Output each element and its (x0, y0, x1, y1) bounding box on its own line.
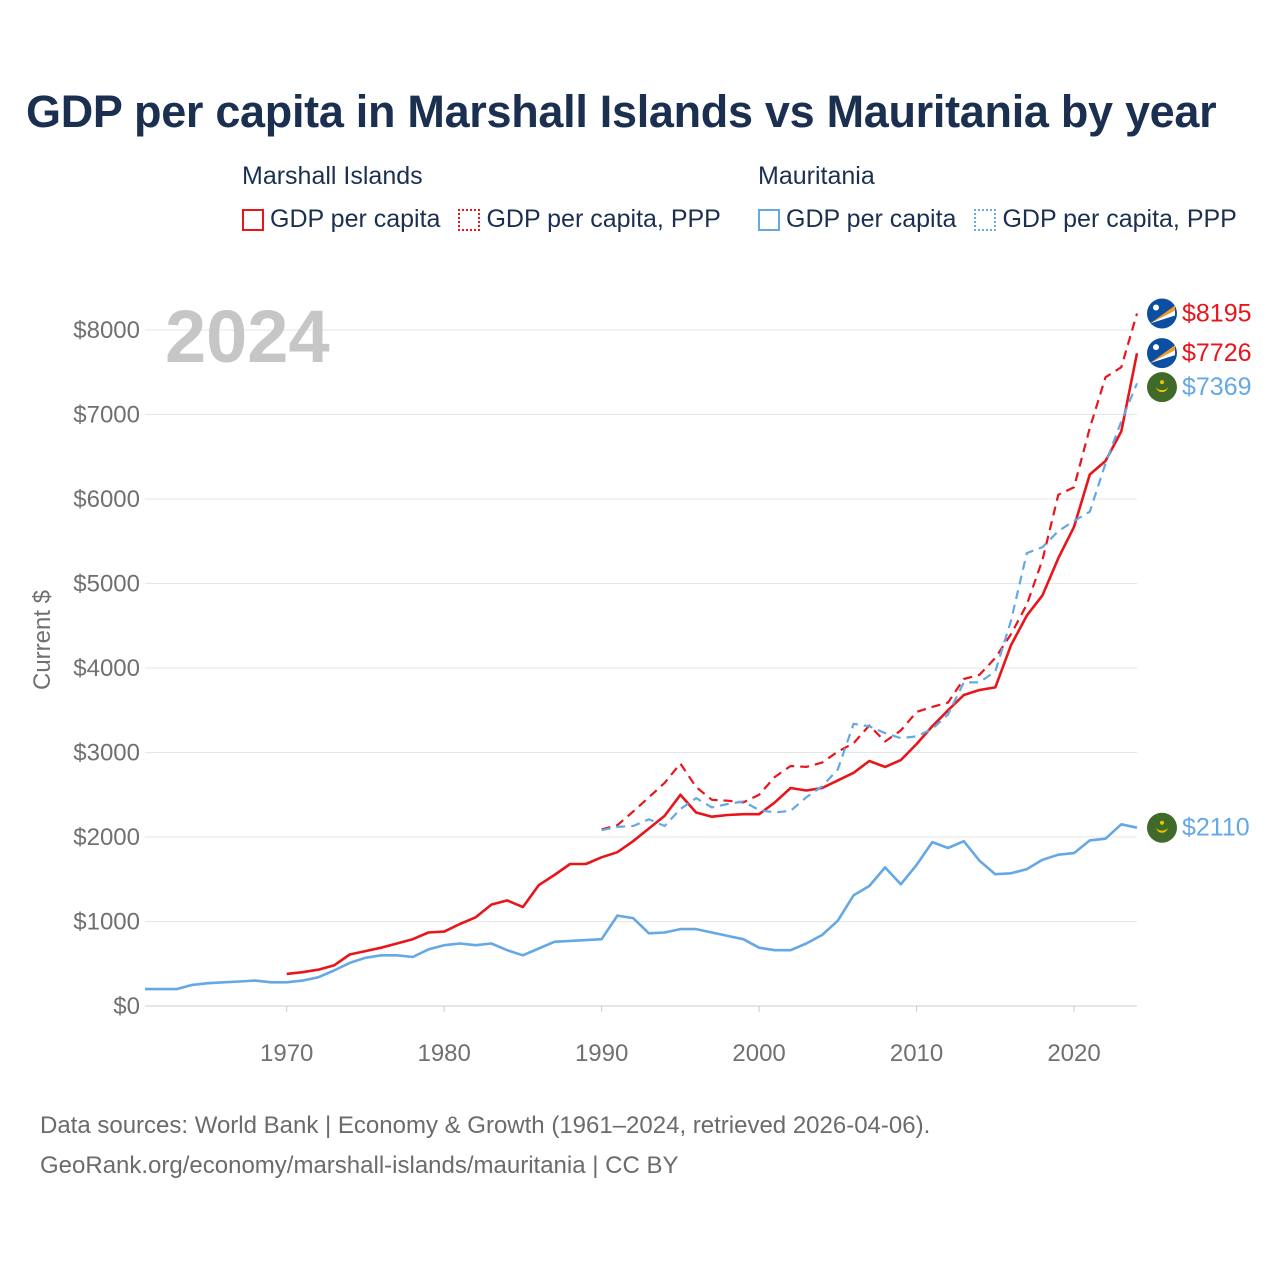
flag-ray-orange (1150, 345, 1175, 364)
footer-link[interactable]: GeoRank.org/economy/marshall-islands/mau… (40, 1152, 679, 1179)
legend-swatch-solid-blue (758, 208, 780, 231)
y-axis: $0 $1000 $2000 $3000 $4000 $5000 $6000 $7000 $80… (73, 317, 140, 1020)
legend-label: GDP per capita (270, 205, 441, 233)
flag-mauritania-icon (1147, 372, 1177, 403)
y-tick-label: $6000 (73, 486, 140, 513)
legend-swatch-dashed-blue (974, 208, 997, 231)
flag-ray-white (1150, 310, 1175, 324)
legend-item-mh-gdp-ppp[interactable]: GDP per capita, PPP (458, 205, 721, 234)
flag-crescent (1156, 826, 1168, 833)
flag-disc (1147, 812, 1177, 843)
x-tick-label: 1990 (575, 1040, 628, 1067)
flag-mauritania-icon (1147, 812, 1177, 843)
legend-label: GDP per capita, PPP (486, 205, 721, 233)
y-tick-label: $8000 (73, 317, 140, 344)
x-tick-label: 2020 (1047, 1040, 1100, 1067)
year-watermark: 2024 (165, 295, 330, 378)
flag-crescent (1156, 386, 1168, 393)
series-line (145, 822, 1138, 991)
end-value-label: $2110 (1182, 814, 1250, 842)
end-value-label: $7369 (1182, 373, 1252, 401)
flag-disc (1147, 372, 1177, 403)
end-value-label: $7726 (1182, 339, 1252, 367)
flag-ray-orange (1150, 305, 1175, 324)
legend-swatch-dashed-red (458, 208, 481, 231)
legend-group-marshall-islands: Marshall Islands GDP per capita GDP per … (242, 162, 721, 234)
legend-group-name: Marshall Islands (242, 162, 423, 190)
legend-swatch-solid-red (242, 208, 264, 231)
y-tick-label: $1000 (73, 909, 140, 936)
legend-label: GDP per capita (786, 205, 957, 233)
y-tick-label: $5000 (73, 571, 140, 598)
flag-ray-white (1150, 350, 1175, 364)
end-labels: $8195 $7726 $7369 $2110 (1147, 298, 1252, 843)
y-tick-label: $4000 (73, 655, 140, 682)
x-axis: 1970 1980 1990 2000 2010 2020 (260, 1006, 1101, 1067)
flag-marshall-islands-icon (1147, 298, 1177, 329)
x-tick-label: 2000 (732, 1040, 785, 1067)
y-axis-label: Current $ (29, 590, 56, 690)
x-tick-label: 2010 (890, 1040, 943, 1067)
legend-item-mr-gdp[interactable]: GDP per capita (758, 205, 956, 234)
flag-star (1160, 380, 1164, 385)
series-line (286, 352, 1139, 976)
legend-label: GDP per capita, PPP (1002, 205, 1237, 233)
end-value-label: $8195 (1182, 300, 1252, 328)
footer: Data sources: World Bank | Economy & Gro… (40, 1106, 930, 1186)
x-tick-label: 1970 (260, 1040, 313, 1067)
legend-group-name: Mauritania (758, 162, 875, 190)
x-tick-label: 1980 (417, 1040, 470, 1067)
flag-marshall-islands-icon (1147, 338, 1177, 369)
y-tick-label: $0 (113, 993, 140, 1020)
gridlines (145, 329, 1137, 1007)
series-lines (145, 313, 1139, 991)
y-tick-label: $3000 (73, 740, 140, 767)
footer-sources: Data sources: World Bank | Economy & Gro… (40, 1112, 931, 1139)
flag-star (1160, 820, 1164, 825)
y-tick-label: $2000 (73, 824, 140, 851)
y-tick-label: $7000 (73, 402, 140, 429)
series-line (601, 382, 1139, 832)
chart-title: GDP per capita in Marshall Islands vs Ma… (26, 86, 1217, 137)
legend-group-mauritania: Mauritania GDP per capita GDP per capita… (758, 162, 1237, 234)
legend-item-mh-gdp[interactable]: GDP per capita (242, 205, 440, 234)
flag-star (1153, 304, 1159, 311)
legend-item-mr-gdp-ppp[interactable]: GDP per capita, PPP (974, 205, 1237, 234)
flag-star (1153, 344, 1159, 351)
